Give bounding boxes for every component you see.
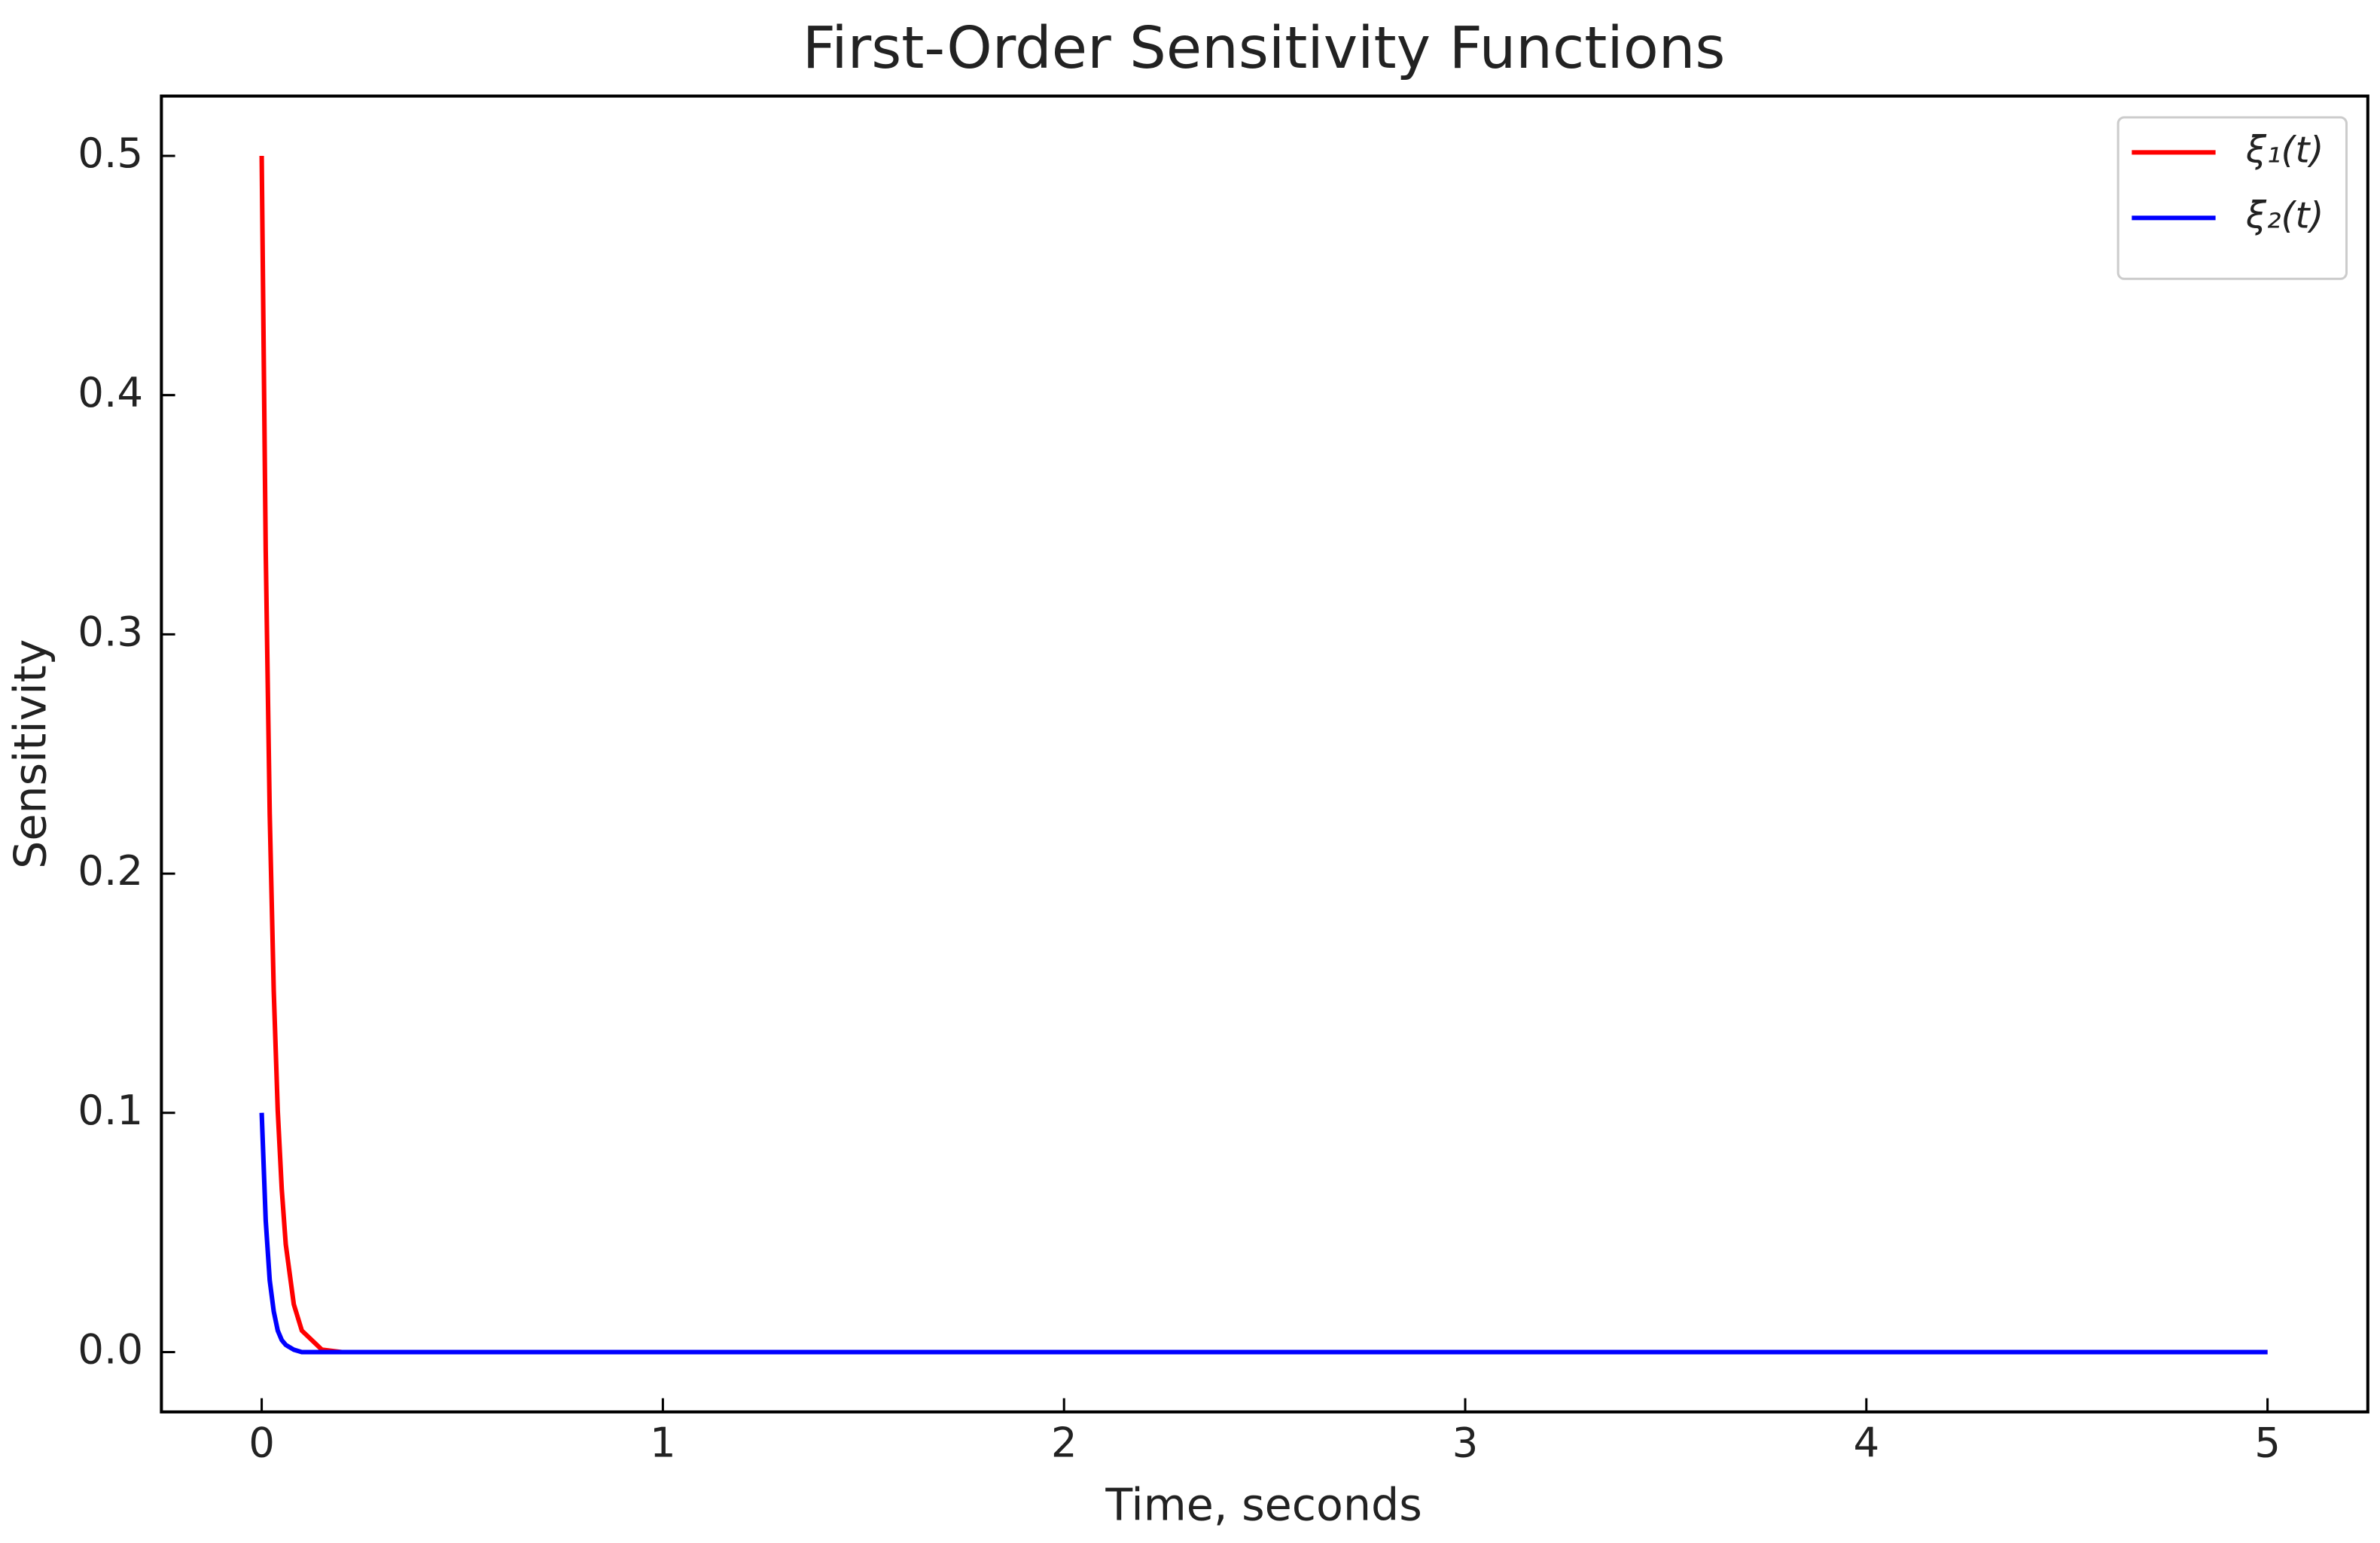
- plot-frame: [160, 94, 2369, 1413]
- x-tick-label: 0: [248, 1419, 275, 1467]
- y-tick-label: 0.5: [78, 129, 143, 177]
- x-tick-label: 5: [2254, 1419, 2281, 1467]
- x-tick-label: 1: [650, 1419, 676, 1467]
- y-tick-label: 0.1: [78, 1086, 143, 1134]
- legend-label: ξ₁(t): [2245, 129, 2324, 171]
- y-tick-label: 0.3: [78, 608, 143, 656]
- legend-box: [2116, 116, 2348, 280]
- series-line: [259, 1112, 2268, 1355]
- legend-label: ξ₂(t): [2245, 194, 2324, 236]
- chart-title: First-Order Sensitivity Functions: [803, 15, 1726, 82]
- x-tick-label: 3: [1452, 1419, 1479, 1467]
- x-axis-label: Time, seconds: [1105, 1479, 1422, 1530]
- y-tick-label: 0.0: [78, 1325, 143, 1374]
- x-tick-label: 4: [1853, 1419, 1879, 1467]
- y-axis-label: Sensitivity: [5, 639, 56, 869]
- x-tick-label: 2: [1051, 1419, 1077, 1467]
- y-tick-label: 0.2: [78, 846, 143, 895]
- y-tick-label: 0.4: [78, 368, 143, 416]
